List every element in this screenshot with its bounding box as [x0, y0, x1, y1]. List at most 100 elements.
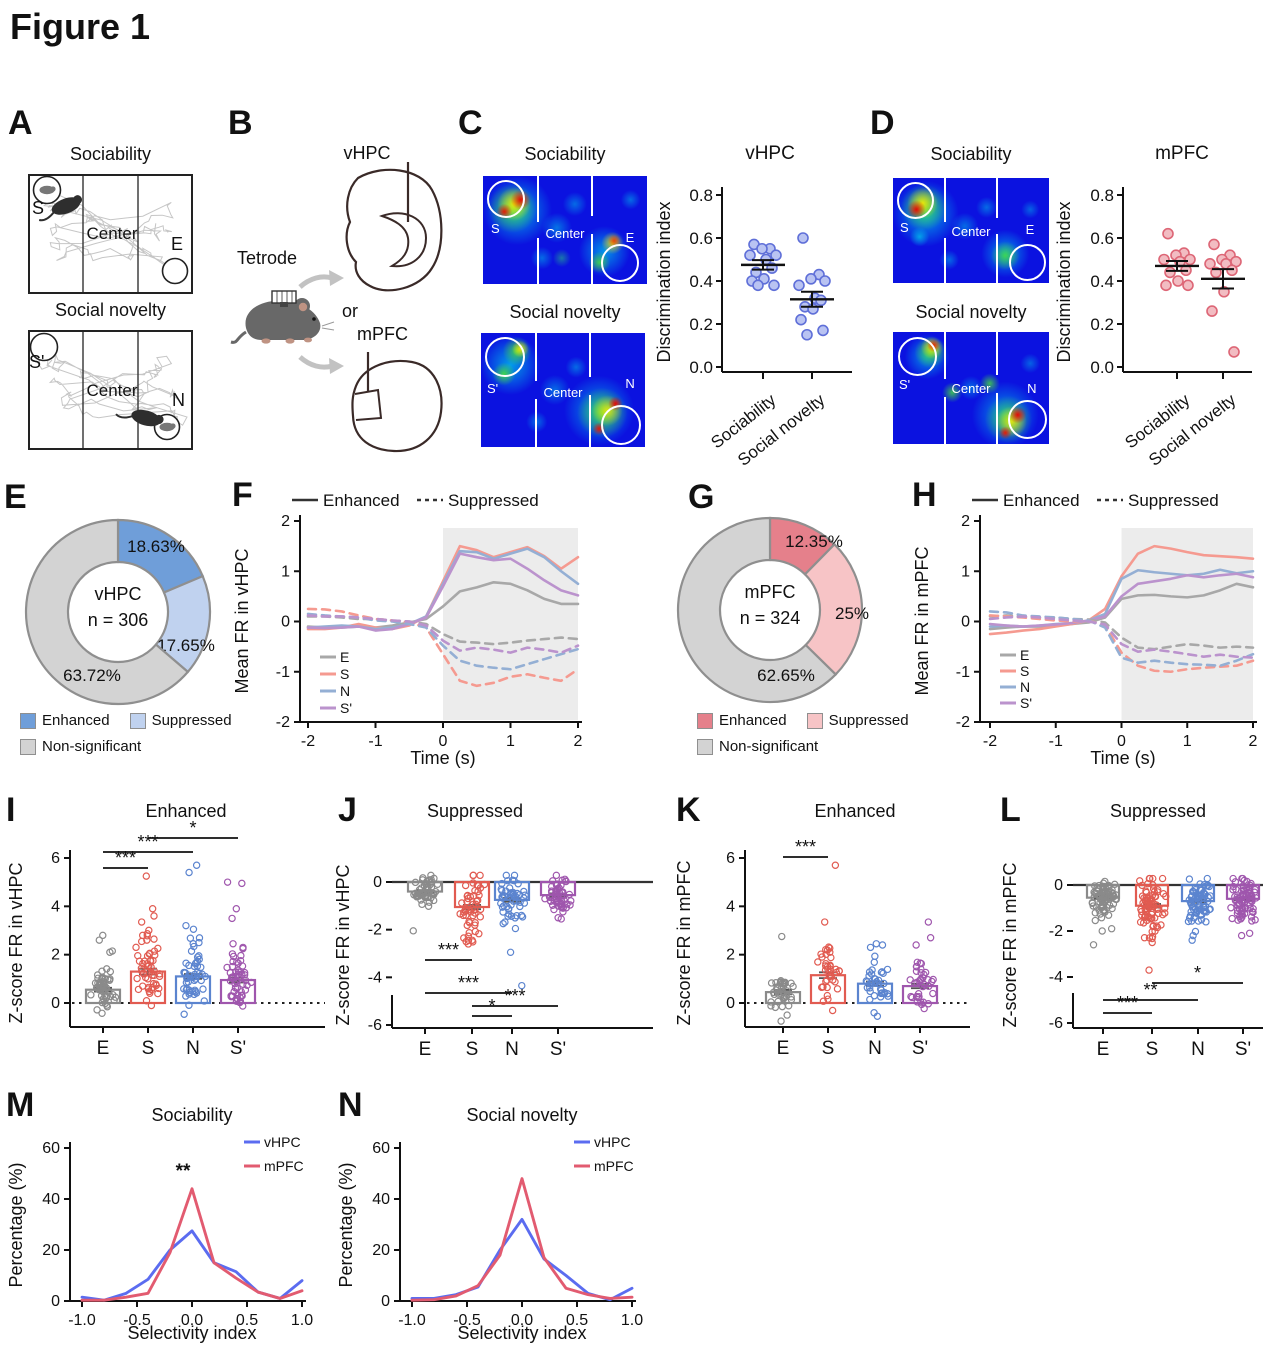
svg-text:S': S' [912, 1038, 928, 1059]
panel-f-label: F [232, 476, 253, 514]
svg-text:Percentage (%): Percentage (%) [336, 1162, 356, 1287]
nonsig-swatch [20, 738, 36, 755]
svg-text:Mean FR in vHPC: Mean FR in vHPC [232, 548, 252, 693]
svg-text:E: E [340, 649, 349, 665]
svg-text:-1.0: -1.0 [68, 1312, 96, 1329]
svg-text:-6: -6 [1049, 1015, 1063, 1032]
svg-text:Discrimination index: Discrimination index [654, 201, 674, 362]
svg-text:*: * [189, 818, 196, 838]
chamber-label-center: Center [86, 224, 138, 243]
heatmap-label-center: Center [951, 224, 991, 240]
svg-text:***: *** [504, 986, 525, 1006]
svg-text:-1: -1 [956, 664, 970, 681]
svg-text:20: 20 [42, 1242, 60, 1259]
svg-text:0: 0 [726, 995, 735, 1012]
chamber-divider [944, 397, 946, 444]
panel-d-map1-title: Sociability [930, 144, 1012, 164]
panel-m-label: M [6, 1086, 35, 1124]
svg-text:S: S [340, 666, 349, 682]
svg-text:E: E [419, 1039, 432, 1060]
region-label-vhpc: vHPC [343, 143, 391, 163]
svg-text:vHPC: vHPC [745, 143, 795, 164]
svg-text:-1.0: -1.0 [398, 1312, 426, 1329]
panel-n-label: N [338, 1086, 363, 1124]
empty-circle [1009, 244, 1046, 281]
nonsig-swatch [697, 738, 713, 755]
svg-text:0.0: 0.0 [689, 358, 713, 377]
svg-text:0.5: 0.5 [236, 1312, 258, 1329]
enhanced-swatch [20, 712, 36, 729]
novelty-selectivity-chart: 0 20 40 60 -1.0 -0.5 0.0 0.5 1.0 vHPC mPFC Selectiv… [336, 1105, 643, 1343]
svg-text:1: 1 [281, 563, 290, 580]
svg-text:n = 324: n = 324 [740, 608, 801, 628]
vhpc-brain-icon [345, 162, 443, 292]
svg-text:-0.5: -0.5 [123, 1312, 151, 1329]
svg-text:N: N [340, 683, 350, 699]
svg-text:0.4: 0.4 [1090, 272, 1114, 291]
stimulus-circle [898, 337, 937, 376]
svg-text:63.72%: 63.72% [63, 666, 121, 685]
svg-text:-2: -2 [1049, 923, 1063, 940]
heatmap-vhpc-novelty: S' Center N [481, 333, 645, 447]
heatmap-vhpc-sociability: S Center E [483, 176, 647, 284]
panel-i-label: I [6, 791, 16, 829]
empty-circle [601, 244, 639, 282]
svg-text:Enhanced: Enhanced [814, 801, 895, 821]
chamber-divider [591, 176, 593, 216]
svg-text:Selectivity index: Selectivity index [127, 1323, 256, 1343]
svg-text:Sociability: Sociability [151, 1105, 232, 1125]
svg-text:N: N [1191, 1039, 1205, 1060]
svg-text:1: 1 [506, 733, 515, 750]
svg-text:0.8: 0.8 [1090, 186, 1114, 205]
chamber-divider [537, 238, 539, 284]
svg-text:0: 0 [373, 874, 382, 891]
sociability-track-box [28, 174, 193, 294]
panel-d-label: D [870, 104, 895, 142]
svg-text:Time (s): Time (s) [410, 748, 475, 768]
svg-text:Social novelty: Social novelty [466, 1105, 577, 1125]
svg-text:N: N [505, 1039, 519, 1060]
heatmap-label-s: S [491, 221, 500, 237]
svg-text:0: 0 [281, 614, 290, 631]
svg-text:12.35%: 12.35% [785, 532, 843, 551]
suppressed-swatch [129, 712, 146, 729]
svg-text:***: *** [115, 848, 136, 868]
svg-text:0.6: 0.6 [1090, 229, 1114, 248]
svg-text:0.4: 0.4 [689, 272, 713, 291]
sociability-selectivity-chart: 0 20 40 60 -1.0 -0.5 0.0 0.5 1.0 vHPC mPFC ** Select… [6, 1105, 313, 1343]
svg-text:S': S' [550, 1039, 566, 1060]
svg-text:mPFC: mPFC [594, 1158, 634, 1174]
novel-circle [1008, 400, 1047, 439]
svg-text:-1: -1 [1049, 733, 1063, 750]
legend-suppressed: Suppressed [828, 712, 909, 729]
svg-text:S: S [1146, 1039, 1159, 1060]
panel-c-label: C [458, 104, 483, 142]
svg-text:***: *** [458, 973, 479, 993]
svg-text:S: S [822, 1038, 835, 1059]
svg-text:0: 0 [381, 1293, 390, 1310]
chamber-divider [996, 332, 998, 375]
chamber-divider [996, 393, 998, 444]
svg-text:0.0: 0.0 [511, 1312, 533, 1329]
svg-text:Suppressed: Suppressed [448, 491, 539, 510]
svg-text:E: E [1097, 1039, 1110, 1060]
chamber-divider [996, 178, 998, 218]
heatmap-mpfc-novelty: S' Center N [893, 332, 1049, 444]
mpfc-donut-legend: Enhanced Suppressed Non-significant [697, 712, 923, 764]
chamber-divider [535, 333, 537, 381]
panel-k-label: K [676, 791, 701, 829]
svg-text:E: E [1020, 647, 1029, 663]
stimulus-circle [485, 337, 525, 377]
svg-text:S': S' [1020, 695, 1032, 711]
panel-d-map2-title: Social novelty [915, 302, 1027, 322]
svg-text:-2: -2 [276, 714, 290, 731]
heatmap-label-n: N [625, 376, 635, 392]
svg-text:mPFC: mPFC [1155, 143, 1209, 164]
stimulus-circle [897, 182, 934, 219]
legend-nonsig: Non-significant [719, 738, 819, 755]
svg-text:-2: -2 [368, 922, 382, 939]
panel-g-label: G [688, 478, 715, 516]
svg-text:0: 0 [51, 995, 60, 1012]
svg-text:Suppressed: Suppressed [1128, 491, 1219, 510]
